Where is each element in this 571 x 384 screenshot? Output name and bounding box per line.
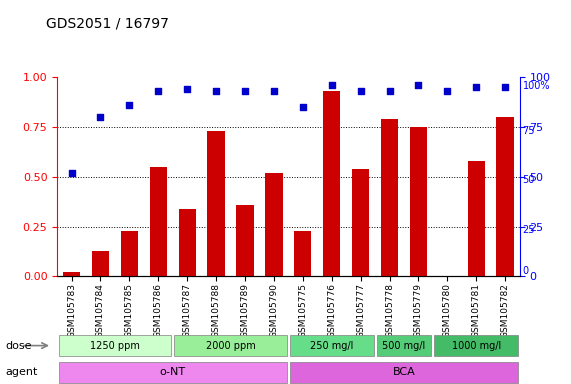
Text: GDS2051 / 16797: GDS2051 / 16797	[46, 17, 168, 31]
Point	[240, 88, 250, 94]
Bar	[294, 230, 311, 276]
Point	[385, 88, 394, 94]
Point	[154, 88, 163, 94]
Text: 25: 25	[522, 225, 535, 235]
Point	[270, 88, 279, 94]
FancyBboxPatch shape	[376, 335, 432, 356]
Bar	[265, 173, 283, 276]
Text: 2000 ppm: 2000 ppm	[206, 341, 255, 351]
Text: GSM105788: GSM105788	[212, 283, 220, 338]
FancyBboxPatch shape	[59, 335, 171, 356]
Point	[96, 114, 105, 120]
Bar	[496, 117, 514, 276]
Text: agent: agent	[6, 367, 38, 377]
Point	[501, 84, 510, 90]
Text: 75: 75	[522, 126, 535, 136]
Text: GSM105785: GSM105785	[125, 283, 134, 338]
Point	[472, 84, 481, 90]
Text: GSM105776: GSM105776	[327, 283, 336, 338]
Text: GSM105784: GSM105784	[96, 283, 105, 338]
Text: GSM105778: GSM105778	[385, 283, 394, 338]
Text: GSM105783: GSM105783	[67, 283, 76, 338]
Point	[211, 88, 220, 94]
FancyBboxPatch shape	[174, 335, 287, 356]
Bar	[236, 205, 254, 276]
Bar	[63, 273, 80, 276]
Text: GSM105782: GSM105782	[501, 283, 510, 338]
Text: 1250 ppm: 1250 ppm	[90, 341, 140, 351]
Text: 250 mg/l: 250 mg/l	[310, 341, 353, 351]
Point	[356, 88, 365, 94]
Text: GSM105790: GSM105790	[270, 283, 279, 338]
Text: GSM105789: GSM105789	[240, 283, 250, 338]
Text: 100%: 100%	[522, 81, 550, 91]
Text: 0: 0	[522, 266, 529, 276]
Text: GSM105786: GSM105786	[154, 283, 163, 338]
Text: GSM105775: GSM105775	[298, 283, 307, 338]
Bar	[150, 167, 167, 276]
Bar	[207, 131, 225, 276]
Point	[183, 86, 192, 92]
Bar	[92, 250, 109, 276]
Bar	[352, 169, 369, 276]
Bar	[179, 209, 196, 276]
Point	[414, 82, 423, 88]
Text: GSM105777: GSM105777	[356, 283, 365, 338]
Text: GSM105779: GSM105779	[414, 283, 423, 338]
Text: GSM105780: GSM105780	[443, 283, 452, 338]
Text: 50: 50	[522, 175, 535, 185]
Point	[443, 88, 452, 94]
FancyBboxPatch shape	[59, 362, 287, 383]
Bar	[410, 127, 427, 276]
Bar	[323, 91, 340, 276]
Bar	[468, 161, 485, 276]
Text: dose: dose	[6, 341, 32, 351]
Point	[125, 102, 134, 108]
Text: BCA: BCA	[393, 367, 415, 377]
Text: 1000 mg/l: 1000 mg/l	[452, 341, 501, 351]
FancyBboxPatch shape	[290, 362, 518, 383]
Text: o-NT: o-NT	[160, 367, 186, 377]
Point	[327, 82, 336, 88]
Bar	[120, 230, 138, 276]
FancyBboxPatch shape	[435, 335, 518, 356]
Text: GSM105781: GSM105781	[472, 283, 481, 338]
Text: 500 mg/l: 500 mg/l	[383, 341, 425, 351]
Point	[298, 104, 307, 110]
FancyBboxPatch shape	[290, 335, 373, 356]
Point	[67, 170, 76, 176]
Bar	[381, 119, 398, 276]
Text: GSM105787: GSM105787	[183, 283, 192, 338]
